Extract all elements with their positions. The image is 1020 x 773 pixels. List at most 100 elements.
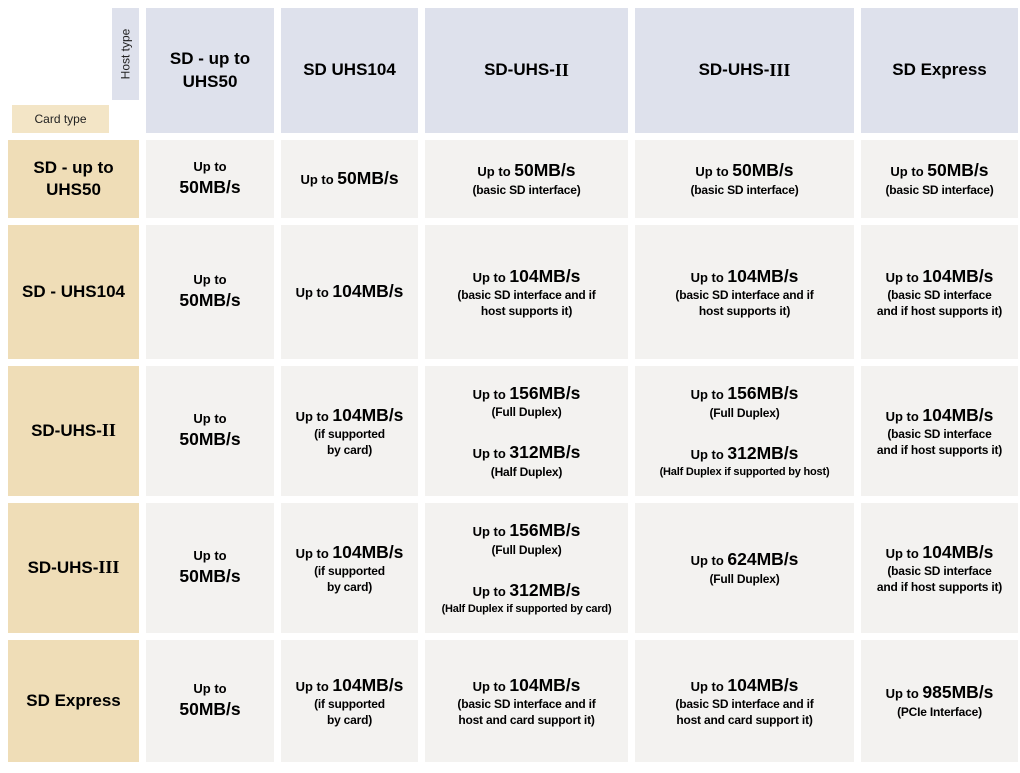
up-to-label: Up to [472,269,506,285]
speed-value: 50MB/s [179,176,241,197]
header-label: SD-UHS- [27,557,99,577]
cell-r2-c4: Up to 104MB/s (basic SD interface and if h… [635,225,854,359]
header-label: SD - up to UHS50 [33,157,114,199]
row-header-3: SD-UHS- II [8,366,139,496]
speed-block: Up to 50MB/s [179,547,240,588]
speed-value: 104MB/s [922,541,994,562]
speed-block: Up to 50MB/s [179,680,240,721]
speed-block: Up to 104MB/s (if supported by card) [296,674,404,729]
cell-r3-c4: Up to 156MB/s (Full Duplex) Up to 312MB/s(… [635,366,854,496]
table-corner: Host type Card type [8,8,139,133]
speed-block: Up to 156MB/s (Full Duplex) [691,382,799,421]
speed-value: 50MB/s [179,565,241,586]
speed-line: Up to 156MB/s [473,382,581,406]
speed-line: Up to 50MB/s [472,159,580,183]
speed-value: 156MB/s [727,383,799,404]
speed-note: (Full Duplex) [709,406,780,421]
cell-r1-c2: Up to 50MB/s [281,140,418,218]
speed-block: Up to 985MB/s (PCIe Interface) [886,681,994,720]
speed-block: Up to 104MB/s (basic SD interface and if h… [457,674,595,729]
up-to-label: Up to [295,285,329,301]
cell-r5-c5: Up to 985MB/s (PCIe Interface) [861,640,1018,762]
speed-value: 50MB/s [179,289,241,310]
row-header-5: SD Express [8,640,139,762]
speed-block: Up to 50MB/s [179,158,240,199]
up-to-label: Up to [690,678,724,694]
speed-note: (basic SD interface) [885,183,994,198]
speed-value: 104MB/s [727,674,799,695]
speed-line: Up to 50MB/s [690,159,798,183]
speed-value: 104MB/s [922,265,994,286]
speed-value: 624MB/s [727,549,799,570]
host-type-axis-label: Host type [112,8,139,100]
speed-value: 104MB/s [509,265,581,286]
up-to-label: Up to [477,164,511,180]
row-header-2: SD - UHS104 [8,225,139,359]
up-to-label: Up to [690,387,724,403]
speed-block: Up to 104MB/s (basic SD interface and if h… [877,265,1002,320]
header-label: SD - up to UHS50 [169,49,251,91]
speed-block: Up to 104MB/s (basic SD interface and if h… [457,265,595,320]
up-to-label: Up to [193,159,227,175]
cell-r5-c2: Up to 104MB/s (if supported by card) [281,640,418,762]
speed-note: by card) [326,442,373,457]
cell-r5-c4: Up to 104MB/s (basic SD interface and if h… [635,640,854,762]
speed-value: 104MB/s [332,404,404,425]
speed-note: host and card support it) [458,712,595,727]
speed-line: Up to 156MB/s [473,519,581,543]
roman-numeral: III [98,557,120,578]
speed-note: (basic SD interface) [472,183,581,198]
cell-r4-c2: Up to 104MB/s (if supported by card) [281,503,418,633]
speed-note: and if host supports it) [876,442,1003,457]
speed-note: (basic SD interface and if [457,288,596,303]
header-label: SD-UHS- [698,60,770,80]
speed-line: Up to 50MB/s [179,271,240,312]
speed-line: Up to 50MB/s [179,410,240,451]
speed-note: (Half Duplex if supported by host) [659,466,830,479]
speed-block: Up to 50MB/s [179,410,240,451]
header-label: SD - UHS104 [22,281,125,301]
up-to-label: Up to [295,408,329,424]
up-to-label: Up to [690,553,724,569]
column-header-5: SD Express [861,8,1018,133]
speed-line: Up to 104MB/s [457,674,595,698]
up-to-label: Up to [695,164,729,180]
roman-numeral: III [769,59,791,80]
row-header-1: SD - up to UHS50 [8,140,139,218]
cell-r4-c5: Up to 104MB/s (basic SD interface and if h… [861,503,1018,633]
cell-r1-c4: Up to 50MB/s (basic SD interface) [635,140,854,218]
speed-block: Up to 104MB/s (if supported by card) [296,404,404,459]
header-label: SD Express [26,690,121,710]
cell-r3-c1: Up to 50MB/s [146,366,274,496]
speed-line: Up to 104MB/s [675,265,813,289]
speed-note: (basic SD interface [887,427,992,442]
speed-value: 104MB/s [509,674,581,695]
speed-note: (Full Duplex) [491,543,562,558]
up-to-label: Up to [472,678,506,694]
cell-r5-c1: Up to 50MB/s [146,640,274,762]
up-to-label: Up to [300,172,334,188]
header-label: SD UHS104 [303,60,396,80]
speed-note: (basic SD interface and if [675,288,814,303]
speed-line: Up to 50MB/s [885,159,993,183]
up-to-label: Up to [690,446,724,462]
card-type-label-text: Card type [34,112,87,126]
up-to-label: Up to [690,269,724,285]
speed-note: (Half Duplex) [490,464,563,479]
speed-line: Up to 104MB/s [296,541,404,565]
speed-value: 50MB/s [179,428,241,449]
speed-line: Up to 985MB/s [886,681,994,705]
speed-value: 104MB/s [332,281,404,302]
speed-block: Up to 312MB/s (Half Duplex) [473,441,581,480]
speed-block: Up to 104MB/s [296,280,404,304]
roman-numeral: II [554,59,569,80]
header-label: SD Express [892,60,987,80]
speed-line: Up to 312MB/s [442,579,612,603]
speed-value: 104MB/s [922,404,994,425]
speed-line: Up to 50MB/s [179,547,240,588]
speed-value: 312MB/s [509,442,581,462]
speed-note: (basic SD interface and if [457,697,596,712]
speed-value: 104MB/s [332,674,404,695]
speed-block: Up to 156MB/s (Full Duplex) [473,382,581,421]
speed-block: Up to 624MB/s (Full Duplex) [691,548,799,587]
